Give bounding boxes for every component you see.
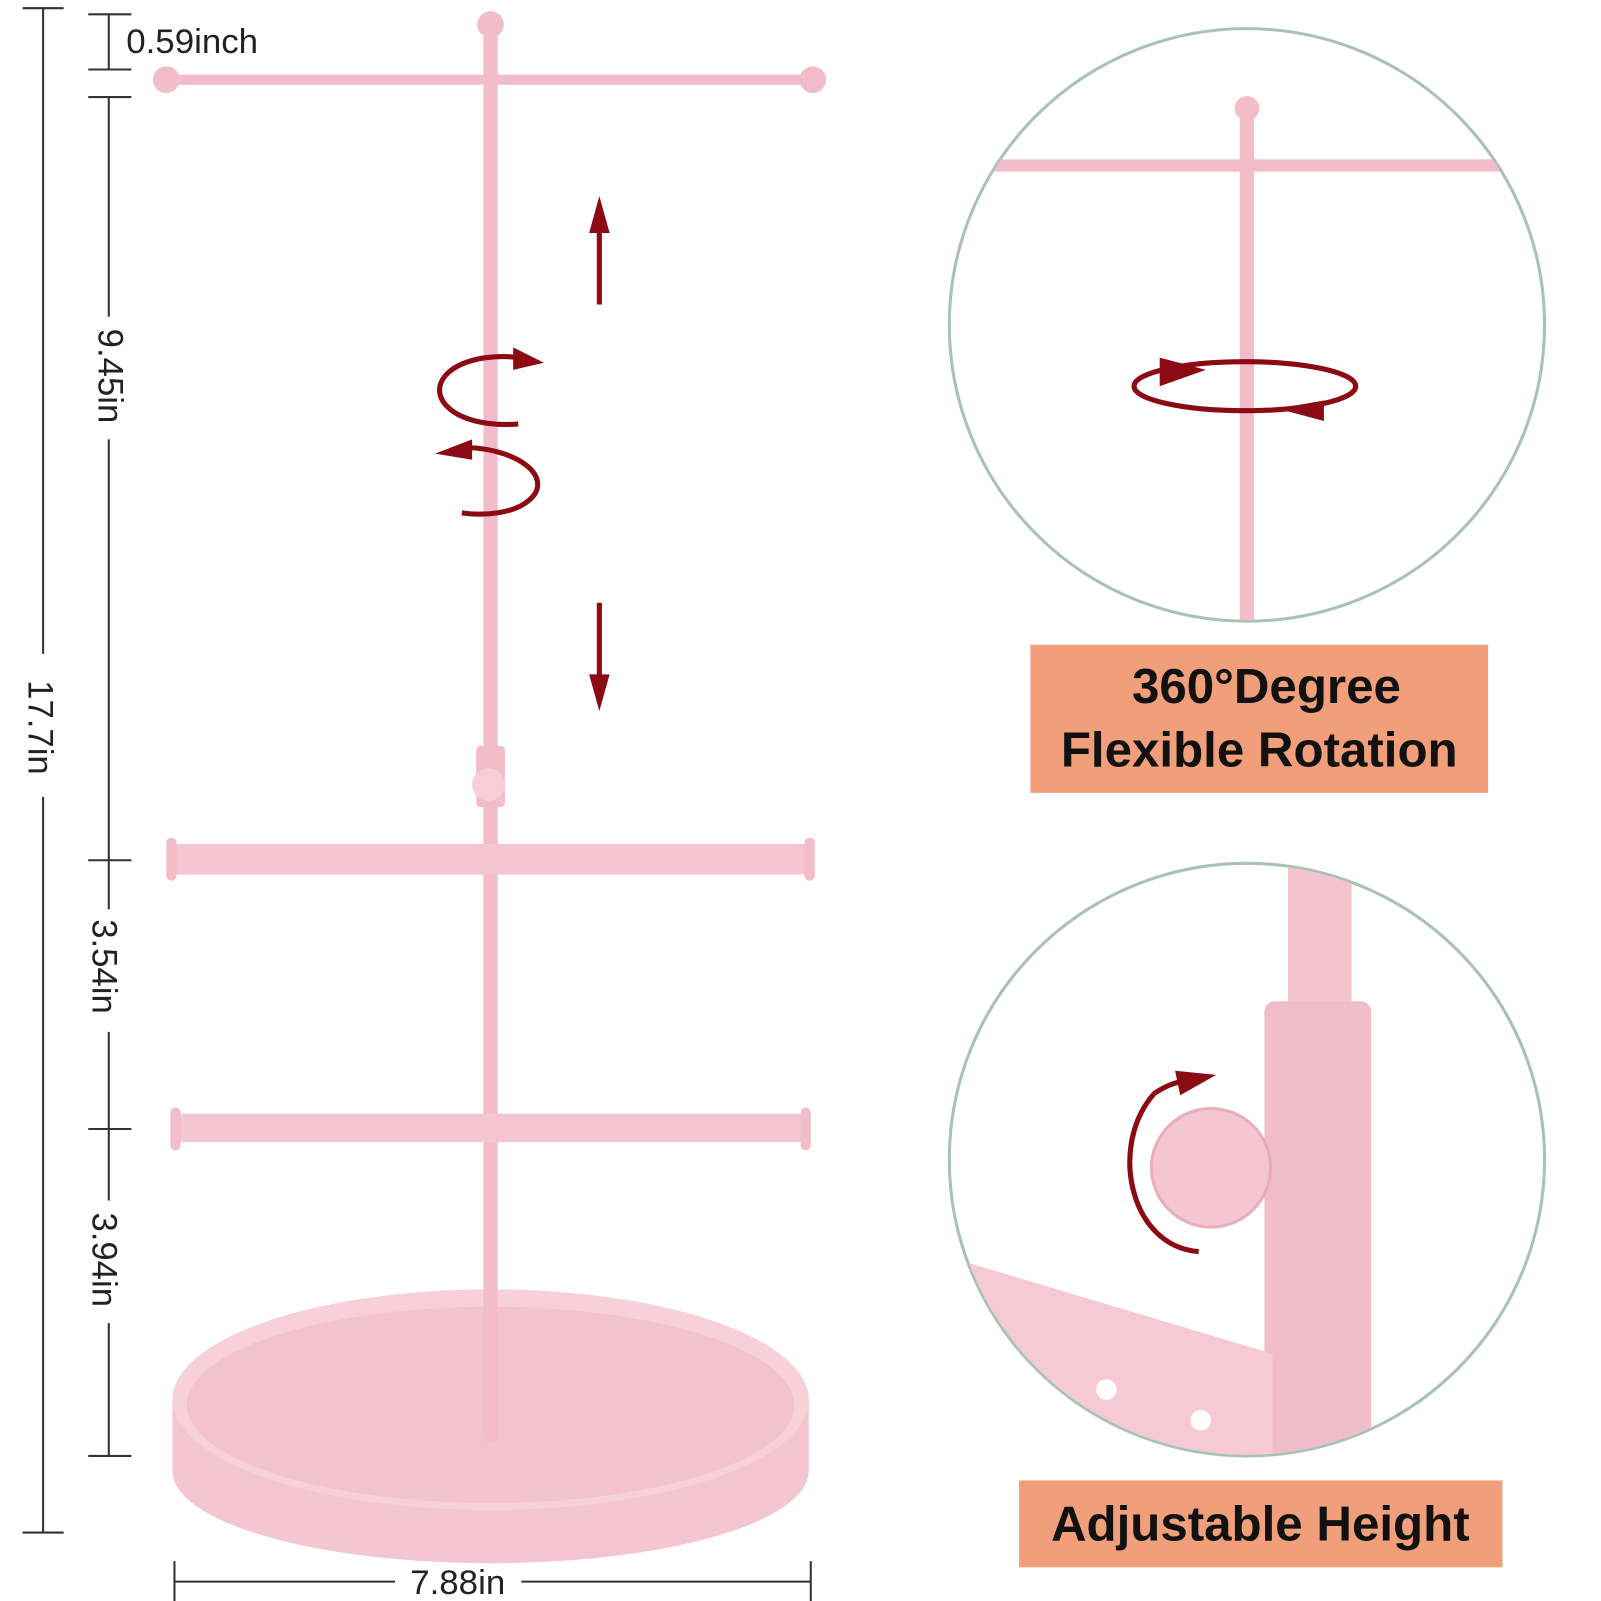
motion-arrows [435,196,610,712]
dim-label: 3.94in [84,1212,123,1307]
feature-text: Flexible Rotation [1061,723,1458,777]
dim-label: 9.45in [91,329,130,424]
jewelry-stand [152,11,827,1564]
feature-banner [1019,1480,1503,1568]
rotation-detail [958,96,1536,621]
feature-banner [1030,644,1489,793]
dimension-lines [22,7,812,1601]
feature-text: Adjustable Height [1051,1498,1470,1552]
dim-label: 0.59inch [126,22,258,61]
dim-label: 7.88in [410,1563,505,1601]
feature-text: 360°Degree [1132,660,1401,714]
dim-label: 3.54in [84,919,123,1014]
dim-label: 17.7in [21,680,60,775]
